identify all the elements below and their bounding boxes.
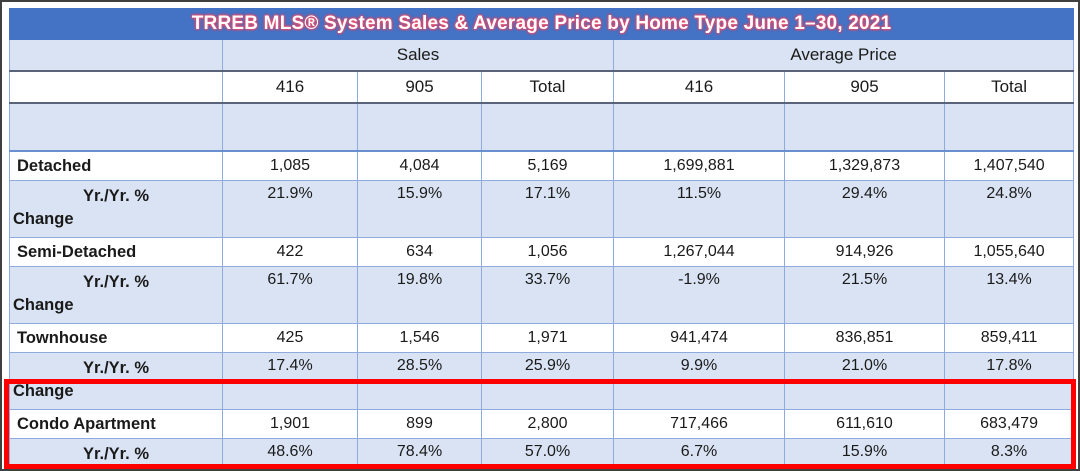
cell-value: 5,169 xyxy=(481,150,614,181)
cell-value: 1,267,044 xyxy=(613,237,785,267)
cell-value: 8.3% xyxy=(943,438,1075,469)
cell-value: 19.8% xyxy=(357,266,482,324)
cell-value: 25.9% xyxy=(481,352,614,410)
cell-value: 33.7% xyxy=(481,266,614,324)
row-label: Condo Apartment xyxy=(9,409,223,439)
cell-value: 17.4% xyxy=(222,352,358,410)
row-label: Yr./Yr. % Change xyxy=(9,438,223,469)
row-condo-apartment: Condo Apartment 1,901 899 2,800 717,466 … xyxy=(9,409,1075,439)
cell-value: 914,926 xyxy=(784,237,945,267)
cell-value: -1.9% xyxy=(613,266,785,324)
cell-value: 17.8% xyxy=(943,352,1075,410)
col-header-sales-905: 905 xyxy=(357,70,482,104)
row-label: Detached xyxy=(9,150,223,181)
cell-value: 634 xyxy=(357,237,482,267)
row-label: Yr./Yr. % Change xyxy=(9,266,223,324)
corner-empty-cell xyxy=(9,70,223,104)
corner-empty-cell xyxy=(9,39,223,72)
change-label-line2: Change xyxy=(13,382,74,400)
group-header-average-price: Average Price xyxy=(612,39,1075,72)
cell-value: 611,610 xyxy=(784,409,945,439)
sales-average-price-table: TRREB MLS® System Sales & Average Price … xyxy=(8,8,1075,469)
col-header-price-416: 416 xyxy=(613,70,785,104)
cell-value: 422 xyxy=(222,237,358,267)
change-label-line1: Yr./Yr. % xyxy=(82,445,150,463)
cell-value: 1,971 xyxy=(481,323,614,353)
row-label: Townhouse xyxy=(9,323,223,353)
row-condo-apartment-change: Yr./Yr. % Change 48.6% 78.4% 57.0% 6.7% … xyxy=(9,438,1075,469)
cell-value: 11.5% xyxy=(613,180,785,238)
cell-value: 15.9% xyxy=(784,438,945,469)
group-header-sales: Sales xyxy=(222,39,614,72)
change-label-line2: Change xyxy=(11,465,222,469)
cell-value: 836,851 xyxy=(784,323,945,353)
change-label-line1: Yr./Yr. % xyxy=(82,187,150,205)
cell-value: 6.7% xyxy=(613,438,785,469)
cell-value: 1,329,873 xyxy=(784,150,945,181)
cell-value: 57.0% xyxy=(481,438,614,469)
cell-value: 21.5% xyxy=(784,266,945,324)
col-header-price-905: 905 xyxy=(784,70,945,104)
cell-value: 21.0% xyxy=(784,352,945,410)
cell-value: 78.4% xyxy=(357,438,482,469)
col-header-sales-416: 416 xyxy=(222,70,358,104)
cell-value: 1,901 xyxy=(222,409,358,439)
group-header-row: Sales Average Price xyxy=(9,39,1075,72)
row-detached-change: Yr./Yr. % Change 21.9% 15.9% 17.1% 11.5%… xyxy=(9,180,1075,238)
cell-value: 899 xyxy=(357,409,482,439)
cell-value: 1,055,640 xyxy=(943,237,1075,267)
cell-value: 29.4% xyxy=(784,180,945,238)
cell-value: 941,474 xyxy=(613,323,785,353)
cell-value: 717,466 xyxy=(613,409,785,439)
cell-value: 683,479 xyxy=(943,409,1075,439)
column-header-row: 416 905 Total 416 905 Total xyxy=(9,70,1075,104)
row-semi-detached-change: Yr./Yr. % Change 61.7% 19.8% 33.7% -1.9%… xyxy=(9,266,1075,324)
cell-value: 4,084 xyxy=(357,150,482,181)
cell-value: 1,699,881 xyxy=(613,150,785,181)
cell-value: 2,800 xyxy=(481,409,614,439)
col-header-sales-total: Total xyxy=(481,70,614,104)
change-label-line1: Yr./Yr. % xyxy=(82,273,150,291)
cell-value: 61.7% xyxy=(222,266,358,324)
cell-value: 425 xyxy=(222,323,358,353)
cell-value: 28.5% xyxy=(357,352,482,410)
row-semi-detached: Semi-Detached 422 634 1,056 1,267,044 91… xyxy=(9,237,1075,267)
cell-value: 48.6% xyxy=(222,438,358,469)
cell-value: 1,546 xyxy=(357,323,482,353)
cell-value: 1,407,540 xyxy=(943,150,1075,181)
row-label: Semi-Detached xyxy=(9,237,223,267)
spacer-row xyxy=(9,102,1075,152)
cell-value: 21.9% xyxy=(222,180,358,238)
change-label-line2: Change xyxy=(13,210,74,228)
cell-value: 1,085 xyxy=(222,150,358,181)
cell-value: 9.9% xyxy=(613,352,785,410)
row-label: Yr./Yr. % Change xyxy=(9,352,223,410)
cell-value: 24.8% xyxy=(943,180,1075,238)
cell-value: 859,411 xyxy=(943,323,1075,353)
cell-value: 13.4% xyxy=(943,266,1075,324)
title-row: TRREB MLS® System Sales & Average Price … xyxy=(8,8,1075,40)
row-townhouse: Townhouse 425 1,546 1,971 941,474 836,85… xyxy=(9,323,1075,353)
row-detached: Detached 1,085 4,084 5,169 1,699,881 1,3… xyxy=(9,150,1075,181)
cell-value: 15.9% xyxy=(357,180,482,238)
col-header-price-total: Total xyxy=(943,70,1075,104)
change-label-line2: Change xyxy=(13,296,74,314)
cell-value: 17.1% xyxy=(481,180,614,238)
cell-value: 1,056 xyxy=(481,237,614,267)
change-label-line1: Yr./Yr. % xyxy=(82,359,150,377)
table-title: TRREB MLS® System Sales & Average Price … xyxy=(8,8,1075,40)
row-townhouse-change: Yr./Yr. % Change 17.4% 28.5% 25.9% 9.9% … xyxy=(9,352,1075,410)
row-label: Yr./Yr. % Change xyxy=(9,180,223,238)
